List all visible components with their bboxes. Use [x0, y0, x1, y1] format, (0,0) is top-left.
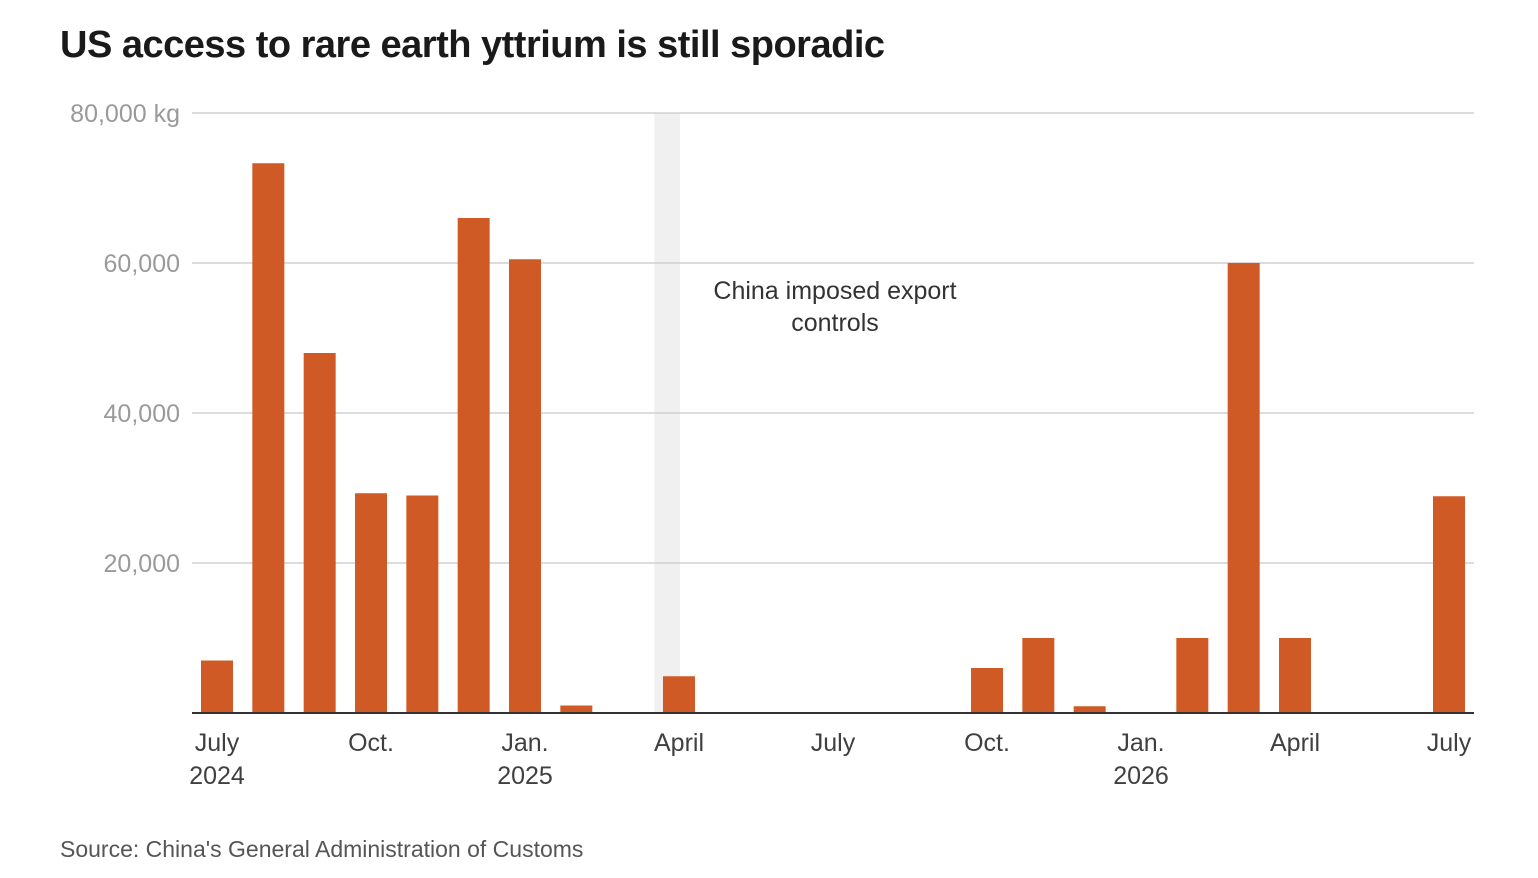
chart-title: US access to rare earth yttrium is still…: [60, 24, 885, 66]
x-tick-label: Oct.: [964, 729, 1010, 757]
bar-2025-11: [1022, 638, 1055, 713]
bar-2025-10: [971, 668, 1003, 713]
bar-2025-02: [560, 705, 593, 713]
bar-2026-04: [1279, 638, 1311, 713]
annotation-line: controls: [791, 309, 879, 337]
x-tick-label: July: [1427, 729, 1472, 757]
x-tick-label: Oct.: [348, 729, 394, 757]
x-tick-year-label: 2025: [497, 762, 553, 790]
bar-2026-02: [1176, 638, 1209, 713]
x-axis-ticks: July 2024 Oct. Jan. 2025 April July Oct. Jan. 202…: [189, 729, 1472, 790]
bar-2025-04: [663, 676, 695, 713]
x-tick-label: April: [654, 729, 704, 757]
bar-2024-07: [201, 660, 233, 713]
y-tick-label: 40,000: [104, 400, 180, 428]
x-tick-year-label: 2024: [189, 762, 245, 790]
bar-2025-12: [1073, 706, 1106, 713]
y-tick-label: 80,000 kg: [70, 100, 180, 128]
x-tick-year-label: 2026: [1113, 762, 1169, 790]
x-tick-label: July: [811, 729, 856, 757]
x-tick-label: Jan.: [501, 729, 548, 757]
x-tick-label: Jan.: [1117, 729, 1164, 757]
y-tick-label: 60,000: [104, 250, 180, 278]
bar-2026-03: [1227, 263, 1260, 713]
bar-2024-11: [406, 495, 439, 713]
bar-2024-10: [355, 493, 387, 713]
x-tick-label: July: [195, 729, 240, 757]
gridlines: [192, 112, 1474, 564]
bar-2026-07: [1433, 496, 1465, 713]
bar-2024-08: [252, 163, 285, 713]
x-tick-label: April: [1270, 729, 1320, 757]
bars: [201, 163, 1465, 713]
annotation: China imposed export controls: [713, 277, 956, 337]
source-note: Source: China's General Administration o…: [60, 836, 584, 862]
bar-2025-01: [509, 259, 541, 713]
y-axis-ticks: 20,000 40,000 60,000 80,000 kg: [70, 100, 180, 578]
bar-2024-12: [457, 218, 490, 713]
annotation-line: China imposed export: [713, 277, 956, 305]
bar-2024-09: [303, 353, 336, 713]
y-tick-label: 20,000: [104, 550, 180, 578]
